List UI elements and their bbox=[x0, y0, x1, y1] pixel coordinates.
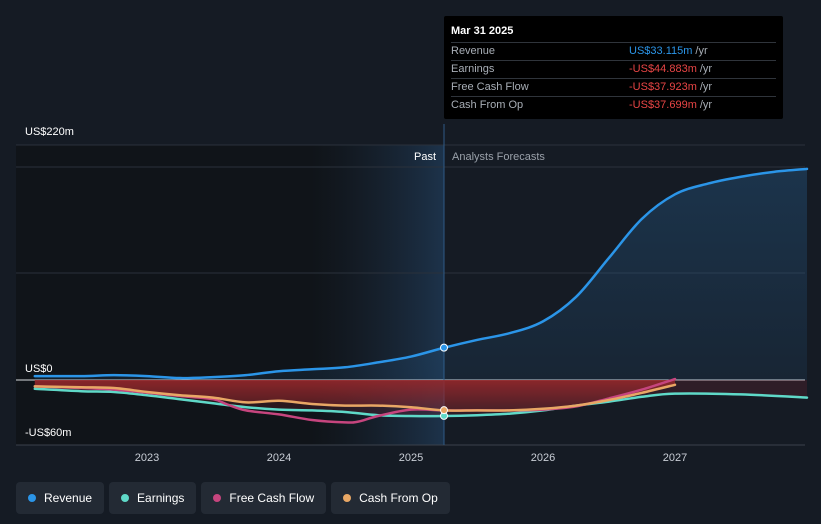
tooltip-label: Revenue bbox=[451, 45, 496, 57]
tooltip-label: Earnings bbox=[451, 63, 495, 75]
legend-dot-icon bbox=[121, 494, 130, 502]
series-line-cash-from-op bbox=[33, 383, 677, 412]
tooltip-label: Cash From Op bbox=[451, 99, 524, 111]
tooltip-unit: /yr bbox=[695, 45, 708, 57]
tooltip-row-revenue: Revenue US$33.115m /yr bbox=[451, 42, 776, 60]
y-tick-label: US$220m bbox=[25, 126, 74, 138]
tooltip-row-free-cash-flow: Free Cash Flow -US$37.923m /yr bbox=[451, 78, 776, 96]
tooltip-date: Mar 31 2025 bbox=[451, 25, 514, 37]
past-label: Past bbox=[414, 151, 436, 163]
x-tick-label: 2027 bbox=[663, 452, 687, 464]
x-tick-label: 2024 bbox=[267, 452, 291, 464]
legend-item-earnings[interactable]: Earnings bbox=[109, 482, 197, 514]
x-tick-label: 2026 bbox=[531, 452, 555, 464]
x-tick-label: 2025 bbox=[399, 452, 423, 464]
legend-dot-icon bbox=[343, 494, 352, 502]
tooltip-unit: /yr bbox=[699, 99, 713, 111]
marker-revenue bbox=[440, 343, 448, 352]
forecast-label: Analysts Forecasts bbox=[452, 151, 545, 163]
legend-item-free-cash-flow[interactable]: Free Cash Flow bbox=[201, 482, 327, 514]
legend: Revenue Earnings Free Cash Flow Cash Fro… bbox=[16, 482, 450, 514]
tooltip-label: Free Cash Flow bbox=[451, 81, 529, 93]
negative-area bbox=[34, 380, 676, 411]
x-tick-label: 2023 bbox=[135, 452, 159, 464]
tooltip-unit: /yr bbox=[699, 63, 713, 75]
tooltip-row-cash-from-op: Cash From Op -US$37.699m /yr bbox=[451, 96, 776, 114]
series-line-earnings bbox=[33, 387, 809, 418]
legend-item-revenue[interactable]: Revenue bbox=[16, 482, 105, 514]
legend-label: Free Cash Flow bbox=[229, 491, 315, 505]
tooltip-unit: /yr bbox=[699, 81, 713, 93]
tooltip-value: -US$44.883m bbox=[629, 63, 697, 75]
legend-dot-icon bbox=[28, 494, 36, 502]
series-line-revenue bbox=[33, 167, 809, 380]
earnings-area bbox=[34, 380, 808, 417]
y-tick-label: US$0 bbox=[25, 363, 53, 375]
tooltip-value: -US$37.699m bbox=[629, 99, 697, 111]
legend-label: Revenue bbox=[44, 491, 93, 505]
legend-label: Cash From Op bbox=[359, 491, 438, 505]
legend-label: Earnings bbox=[137, 491, 185, 505]
revenue-area bbox=[34, 168, 808, 380]
legend-item-cash-from-op[interactable]: Cash From Op bbox=[331, 482, 450, 514]
marker-cash-from-op bbox=[440, 406, 448, 415]
tooltip-value: US$33.115m bbox=[629, 45, 693, 57]
tooltip-value: -US$37.923m bbox=[629, 81, 697, 93]
tooltip-panel: Mar 31 2025 Revenue US$33.115m /yr Earni… bbox=[444, 16, 783, 119]
legend-dot-icon bbox=[213, 494, 222, 502]
y-tick-label: -US$60m bbox=[25, 427, 71, 439]
tooltip-row-earnings: Earnings -US$44.883m /yr bbox=[451, 60, 776, 78]
